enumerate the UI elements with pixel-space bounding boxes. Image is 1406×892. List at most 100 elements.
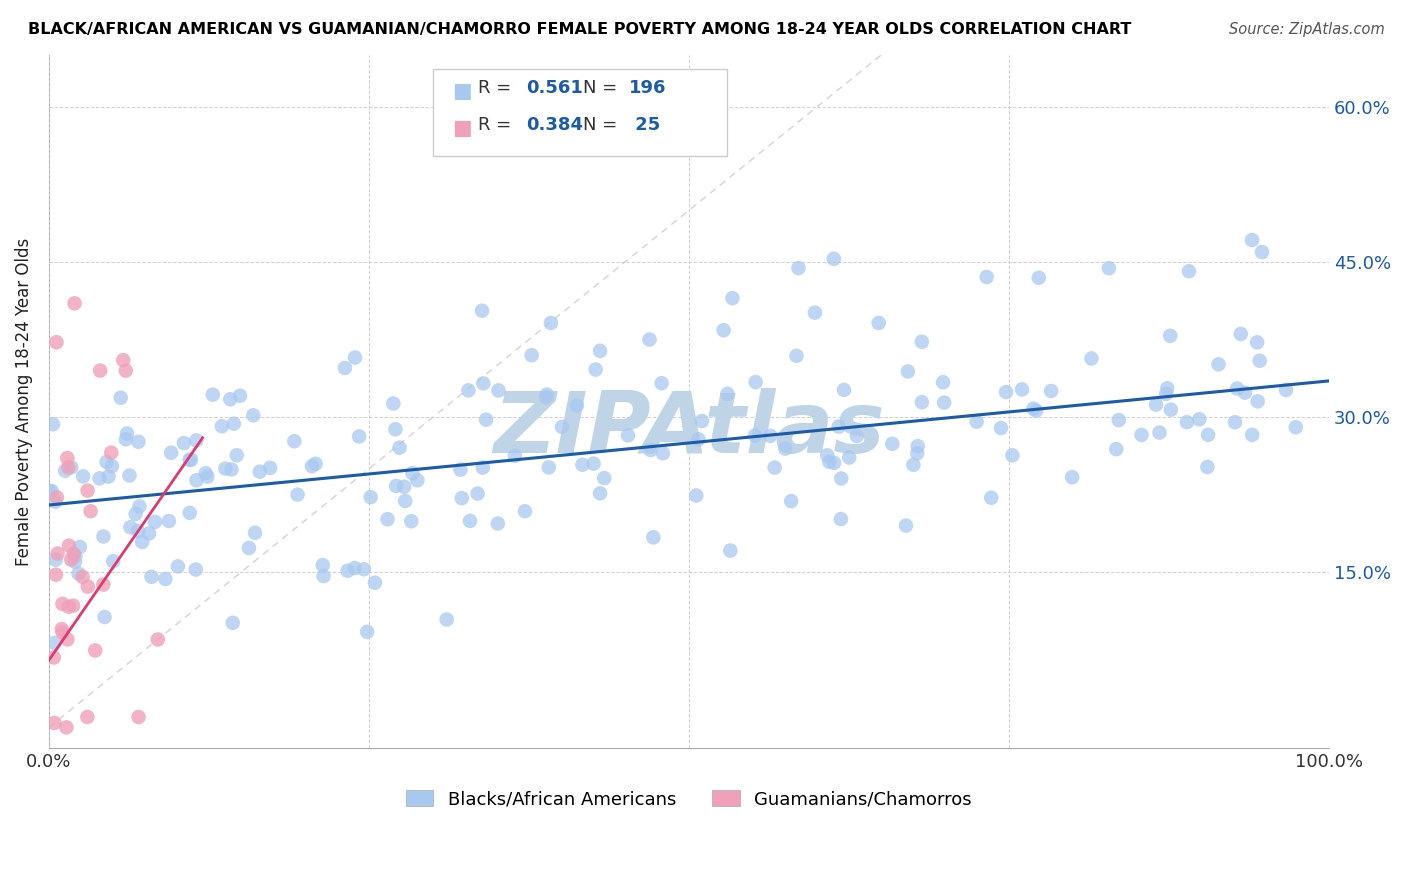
Point	[617, 428, 640, 442]
Point	[520, 348, 543, 362]
Text: 196: 196	[628, 79, 666, 97]
Point	[89, 471, 111, 485]
Point	[815, 448, 838, 462]
Point	[222, 615, 245, 630]
Point	[457, 384, 479, 398]
Point	[45, 335, 67, 350]
Point	[1247, 394, 1270, 409]
Point	[225, 448, 247, 462]
Point	[1105, 442, 1128, 457]
Point	[101, 459, 124, 474]
Point	[219, 392, 242, 407]
Point	[243, 525, 266, 540]
Point	[458, 514, 481, 528]
Point	[179, 506, 201, 520]
Point	[63, 296, 86, 310]
Point	[1178, 264, 1201, 278]
Point	[1040, 384, 1063, 398]
Point	[894, 518, 917, 533]
Point	[167, 559, 190, 574]
Point	[905, 446, 928, 460]
Point	[114, 363, 136, 377]
Point	[1223, 415, 1246, 429]
Point	[536, 387, 558, 401]
Point	[838, 450, 860, 465]
Point	[62, 547, 84, 561]
Point	[46, 491, 69, 505]
Point	[1098, 261, 1121, 276]
Point	[744, 375, 766, 389]
Point	[690, 414, 713, 428]
Point	[513, 504, 536, 518]
Point	[589, 486, 612, 500]
Text: N =: N =	[582, 79, 623, 97]
Point	[832, 383, 855, 397]
Point	[51, 622, 73, 636]
Point	[1130, 428, 1153, 442]
Point	[45, 567, 67, 582]
Point	[44, 636, 66, 650]
Point	[1156, 381, 1178, 395]
Point	[449, 462, 471, 476]
Point	[63, 555, 86, 569]
Point	[242, 409, 264, 423]
Point	[406, 473, 429, 487]
Text: 0.384: 0.384	[526, 116, 583, 134]
Point	[990, 421, 1012, 435]
Point	[141, 570, 163, 584]
Point	[718, 543, 741, 558]
Point	[593, 471, 616, 485]
Point	[1241, 233, 1264, 247]
Point	[146, 632, 169, 647]
Point	[638, 333, 661, 347]
Point	[143, 515, 166, 529]
Point	[97, 469, 120, 483]
Point	[52, 625, 75, 640]
Point	[155, 572, 177, 586]
Point	[775, 442, 797, 456]
Point	[1022, 401, 1045, 416]
Point	[62, 599, 84, 613]
Text: ZIPAtlas: ZIPAtlas	[494, 388, 884, 471]
Point	[1241, 427, 1264, 442]
Point	[830, 512, 852, 526]
Point	[60, 552, 83, 566]
Point	[336, 564, 359, 578]
Point	[1246, 335, 1268, 350]
Point	[1249, 353, 1271, 368]
Point	[124, 507, 146, 521]
Point	[194, 466, 217, 480]
Point	[128, 710, 150, 724]
Point	[585, 362, 607, 376]
Point	[1188, 412, 1211, 426]
Point	[344, 351, 367, 365]
Point	[571, 458, 593, 472]
Point	[1197, 427, 1219, 442]
Point	[46, 547, 69, 561]
Point	[540, 316, 562, 330]
Point	[932, 395, 955, 409]
Point	[995, 385, 1018, 400]
Point	[100, 445, 122, 459]
Point	[364, 575, 387, 590]
Point	[537, 460, 560, 475]
Point	[76, 483, 98, 498]
Point	[976, 269, 998, 284]
Point	[55, 720, 77, 734]
Point	[42, 417, 65, 432]
Point	[471, 460, 494, 475]
Point	[823, 252, 845, 266]
Point	[911, 395, 934, 409]
Point	[89, 363, 111, 377]
Point	[488, 384, 510, 398]
Point	[128, 500, 150, 514]
Point	[744, 428, 766, 442]
Point	[436, 612, 458, 626]
Point	[385, 479, 408, 493]
Point	[966, 415, 988, 429]
Point	[53, 464, 76, 478]
Point	[384, 422, 406, 436]
Point	[651, 376, 673, 391]
Point	[688, 433, 710, 447]
Point	[907, 439, 929, 453]
